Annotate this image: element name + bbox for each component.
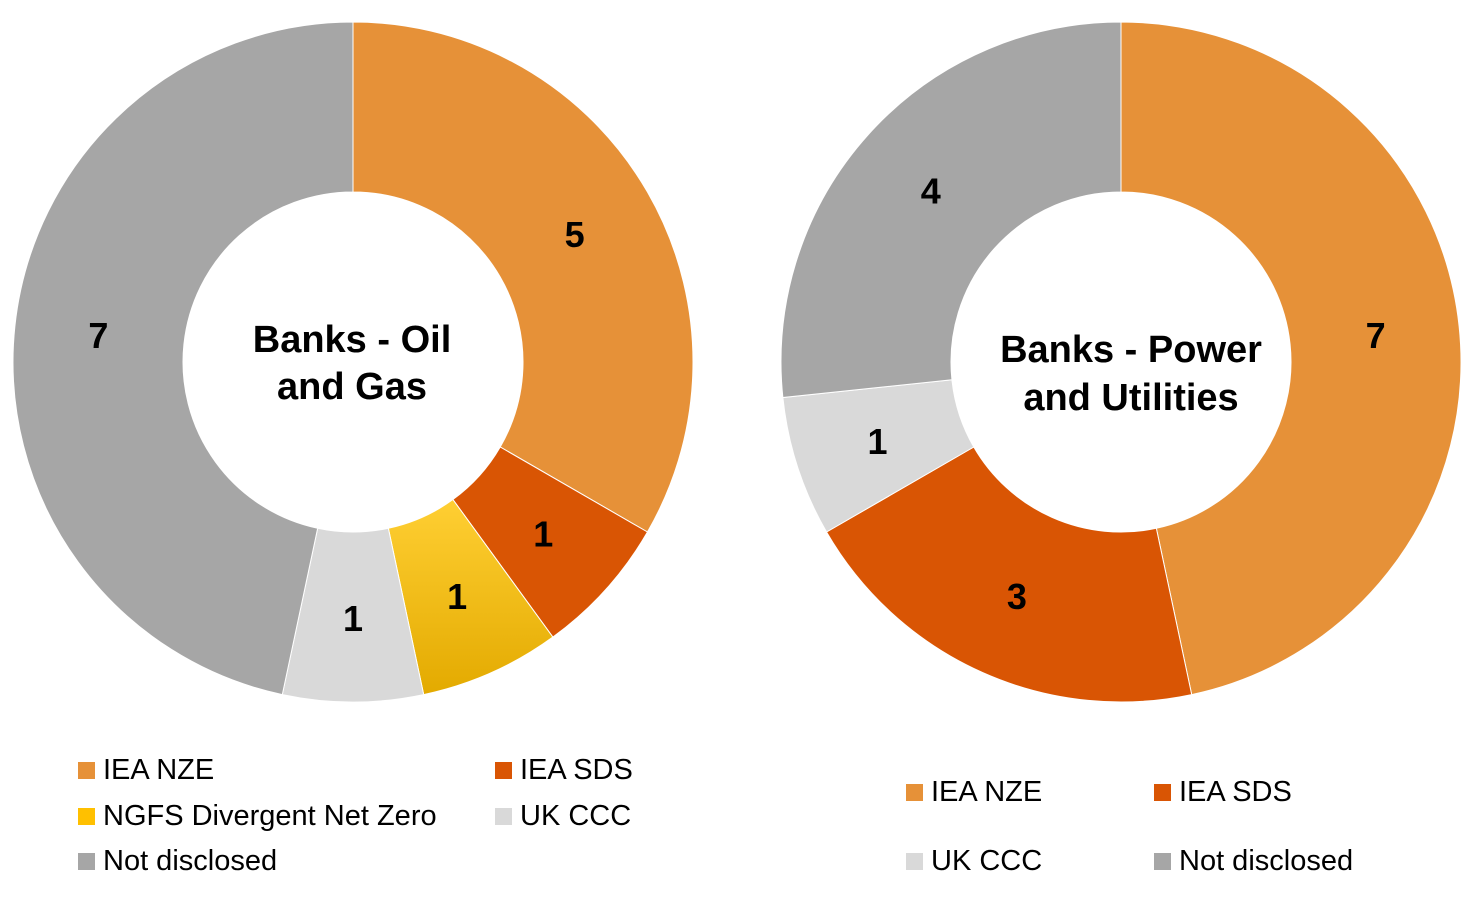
oil-gas-slice-not-disclosed [12,21,354,696]
oil-gas-legend-label-iea-sds: IEA SDS [520,754,633,786]
power-utilities-data-labels: 7 3 1 4 [868,171,1386,617]
power-utilities-legend-item-iea-nze: IEA NZE [906,776,1042,809]
oil-gas-slices [12,21,694,703]
oil-gas-legend-swatch-iea-nze [78,762,95,779]
oil-gas-data-label-uk-ccc: 1 [343,598,363,639]
power-utilities-legend-swatch-iea-nze [906,784,923,801]
oil-gas-legend-item-uk-ccc: UK CCC [495,800,631,833]
power-utilities-legend-label-not-disclosed: Not disclosed [1179,845,1354,877]
oil-gas-data-label-iea-sds: 1 [533,513,553,554]
power-utilities-legend-item-uk-ccc: UK CCC [906,845,1042,878]
power-utilities-legend-swatch-not-disclosed [1154,853,1171,870]
oil-gas-data-label-iea-nze: 5 [565,214,585,255]
power-utilities-legend-item-not-disclosed: Not disclosed [1154,845,1353,878]
power-utilities-slice-iea-nze [1120,21,1462,696]
power-utilities-slices [780,21,1462,703]
power-utilities-legend-swatch-uk-ccc [906,853,923,870]
oil-gas-title-line-2: and Gas [277,366,427,408]
oil-gas-legend-item-iea-nze: IEA NZE [78,754,214,787]
donut-chart-power-utilities: 7 3 1 4 Banks - Power and Utilities [780,21,1462,703]
oil-gas-data-label-ngfs-divergent-net-zero: 1 [447,576,467,617]
oil-gas-legend-item-not-disclosed: Not disclosed [78,845,277,878]
donut-chart-oil-gas: 5 1 1 1 7 Banks - Oil and Gas [12,21,694,703]
oil-gas-legend-label-not-disclosed: Not disclosed [103,845,278,877]
oil-gas-legend-swatch-ngfs-divergent-net-zero [78,808,95,825]
oil-gas-legend-swatch-not-disclosed [78,853,95,870]
oil-gas-legend-item-ngfs-divergent-net-zero: NGFS Divergent Net Zero [78,800,437,833]
power-utilities-data-label-not-disclosed: 4 [921,171,941,212]
oil-gas-slice-iea-nze [352,21,694,533]
oil-gas-legend-item-iea-sds: IEA SDS [495,754,633,787]
oil-gas-legend-label-iea-nze: IEA NZE [103,754,215,786]
oil-gas-legend-label-uk-ccc: UK CCC [520,800,632,832]
power-utilities-legend-swatch-iea-sds [1154,784,1171,801]
power-utilities-legend-item-iea-sds: IEA SDS [1154,776,1292,809]
power-utilities-slice-not-disclosed [780,21,1122,399]
power-utilities-title-line-2: and Utilities [1023,377,1238,419]
power-utilities-data-label-iea-nze: 7 [1366,315,1386,356]
oil-gas-data-labels: 5 1 1 1 7 [88,214,584,639]
power-utilities-slice-iea-sds [825,446,1193,703]
power-utilities-data-label-iea-sds: 3 [1007,576,1027,617]
oil-gas-legend-swatch-uk-ccc [495,808,512,825]
oil-gas-legend-label-ngfs-divergent-net-zero: NGFS Divergent Net Zero [103,800,437,832]
power-utilities-legend-label-iea-sds: IEA SDS [1179,776,1292,808]
power-utilities-data-label-uk-ccc: 1 [868,421,888,462]
power-utilities-legend-label-uk-ccc: UK CCC [931,845,1043,877]
oil-gas-data-label-not-disclosed: 7 [88,315,108,356]
oil-gas-title-line-1: Banks - Oil [253,319,452,361]
oil-gas-legend-swatch-iea-sds [495,762,512,779]
power-utilities-title-line-1: Banks - Power [1000,329,1262,371]
power-utilities-legend-label-iea-nze: IEA NZE [931,776,1043,808]
